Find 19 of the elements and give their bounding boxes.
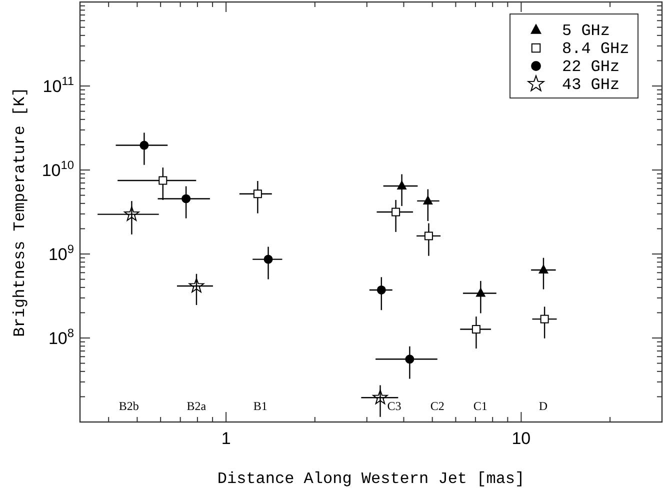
x-tick-label: 1 [221,429,231,448]
x-axis-title: Distance Along Western Jet [mas] [217,470,525,488]
y-tick-label: 10$^{8}$ [48,326,74,348]
x-tick-label: 10 [512,429,531,448]
legend-label: 43 GHz [562,76,620,94]
legend-label: 5 GHz [562,22,610,40]
legend-label: 8.4 GHz [562,40,630,58]
annotation: B1 [253,399,268,413]
annotation: C3 [387,399,402,413]
y-tick-label: 10$^{10}$ [42,158,74,180]
y-tick-label: 10$^{11}$ [42,74,74,96]
annotation: C2 [430,399,444,413]
annotation: C1 [473,399,488,413]
legend-label: 22 GHz [562,58,620,76]
y-axis-title: Brightness Temperature [K] [11,87,29,337]
y-tick-label: 10$^{9}$ [48,242,74,264]
annotation: D [538,399,548,413]
annotation: B2a [186,399,207,413]
annotation: B2b [118,399,139,413]
